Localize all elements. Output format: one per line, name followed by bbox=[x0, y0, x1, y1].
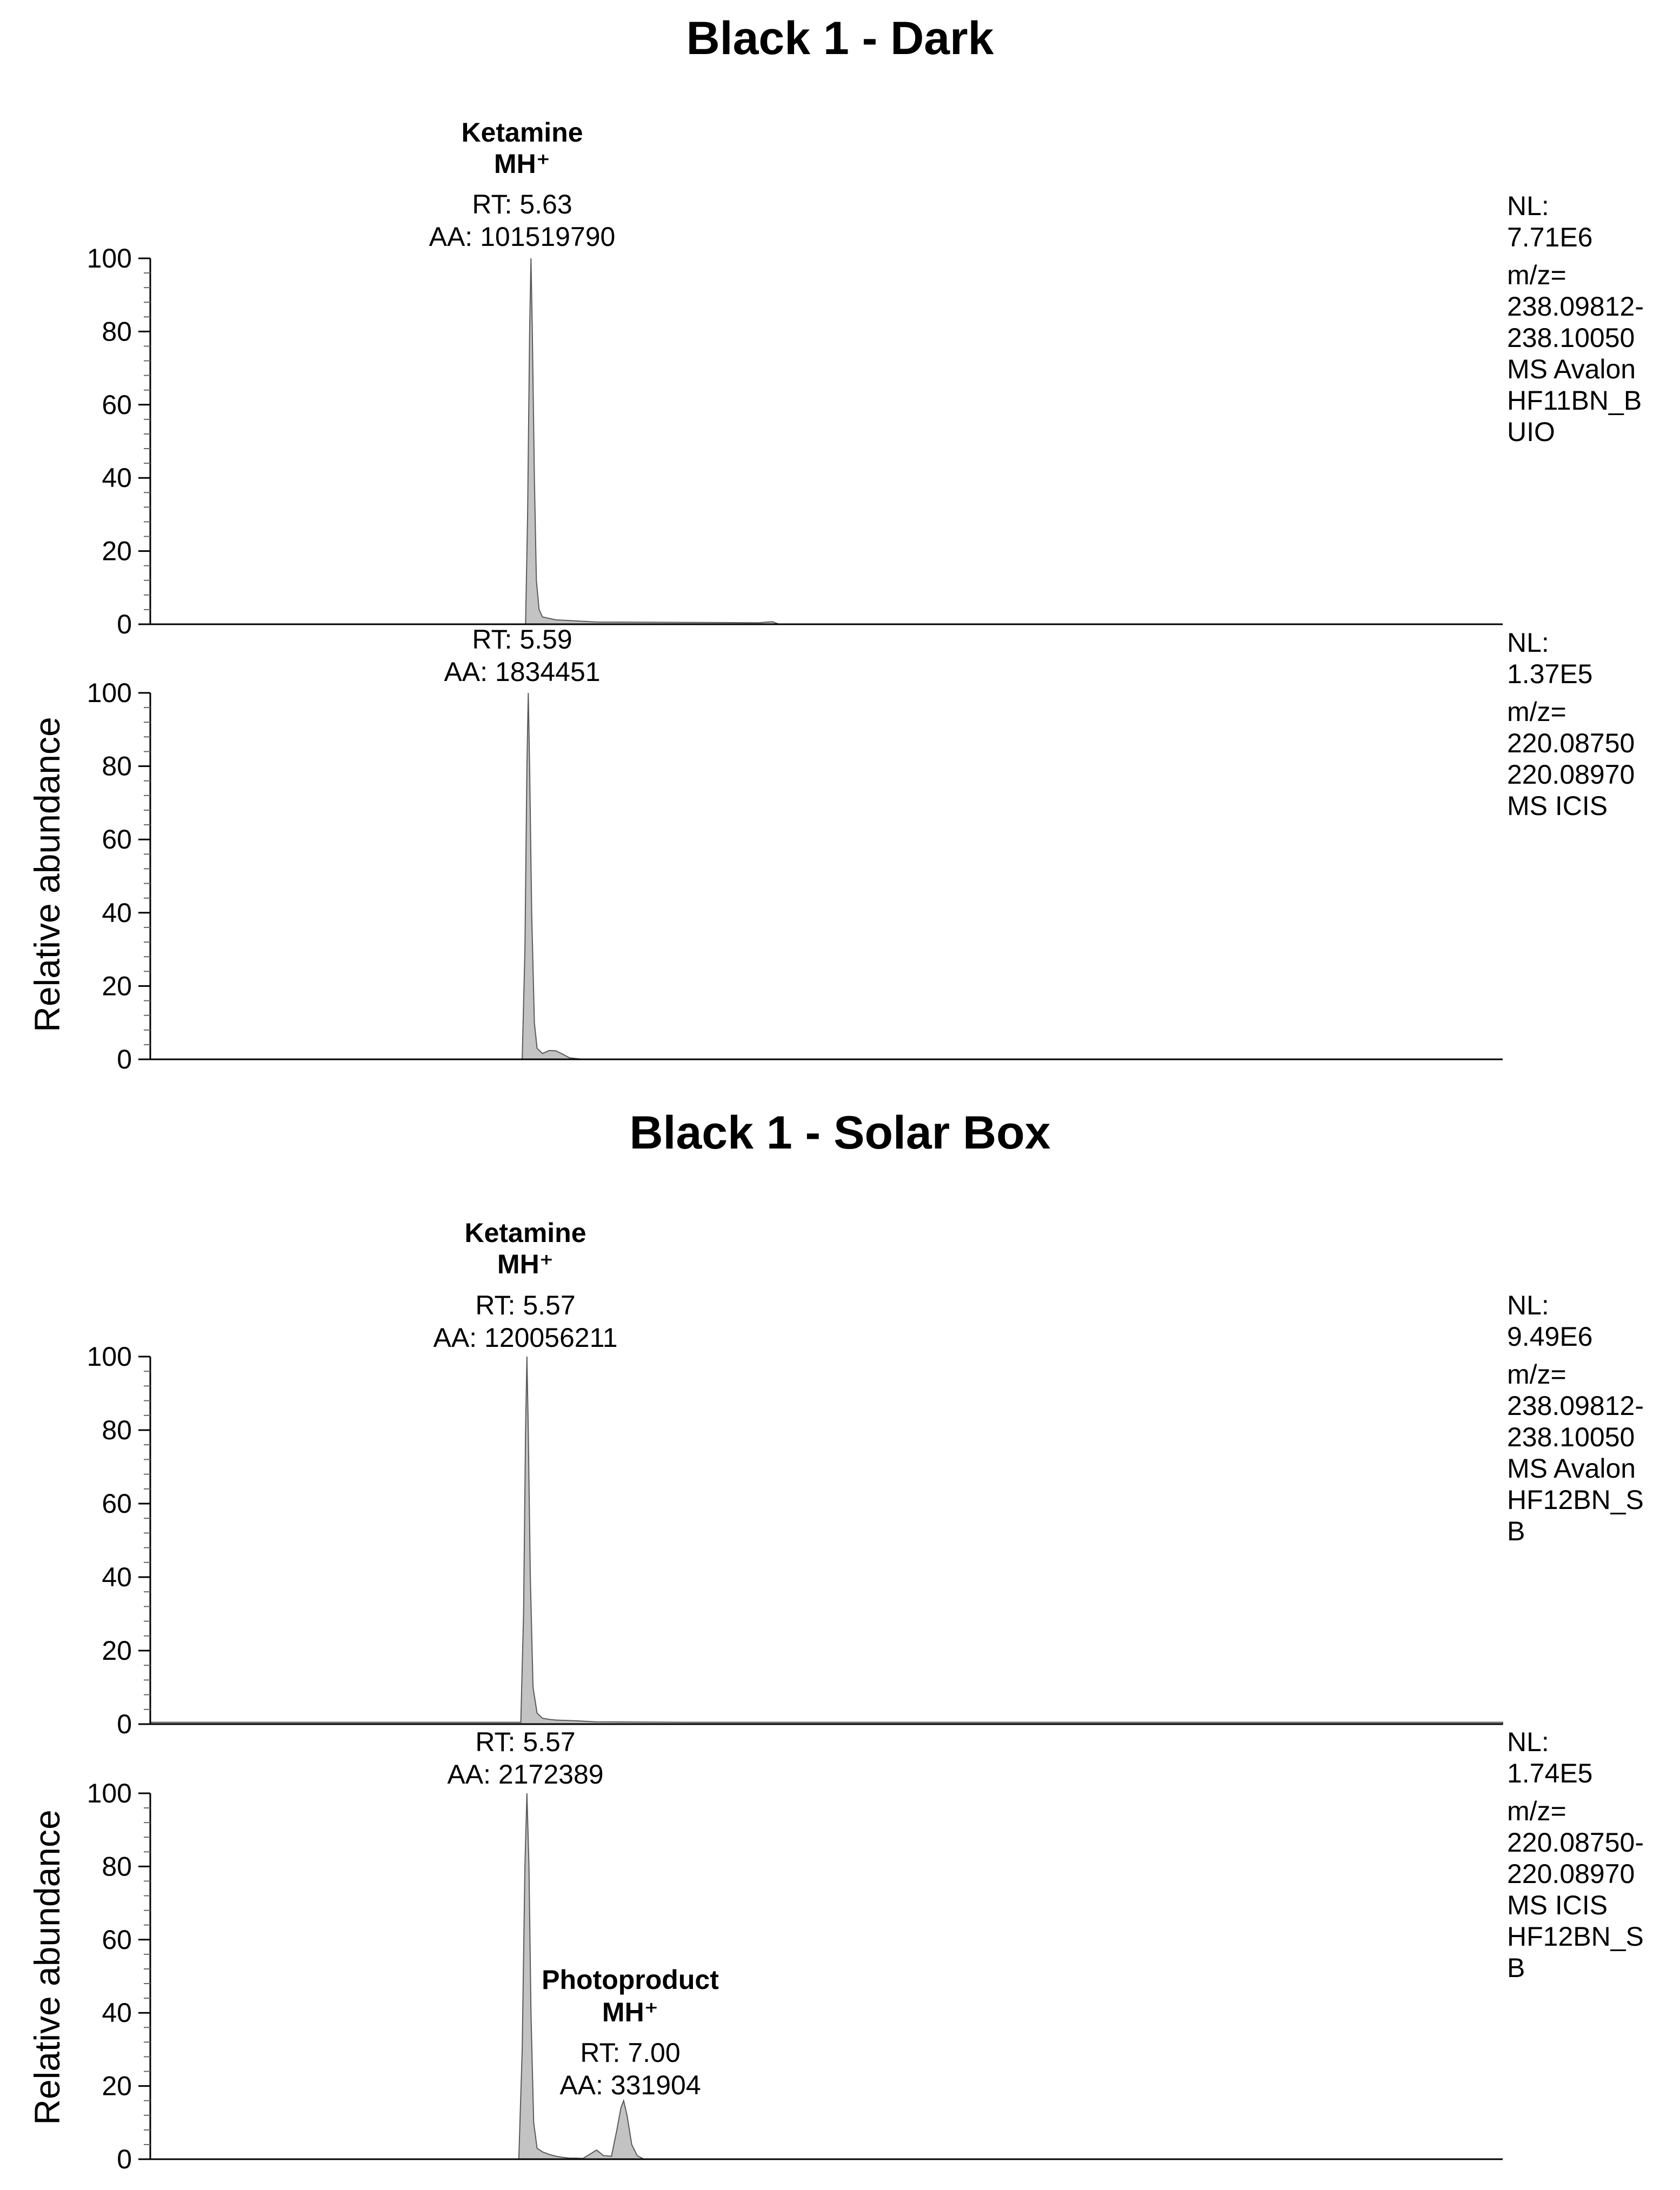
peak-compound-label: Ketamine bbox=[464, 1218, 586, 1248]
peak-area-label: AA: 331904 bbox=[559, 2070, 701, 2100]
scan-info-line: 9.49E6 bbox=[1507, 1321, 1592, 1352]
y-tick-label: 20 bbox=[102, 971, 132, 1001]
chromatogram-trace bbox=[150, 1793, 1503, 2160]
y-tick-label: 80 bbox=[102, 751, 132, 782]
y-tick-label: 40 bbox=[102, 1562, 132, 1592]
scan-info-line: 238.09812- bbox=[1507, 291, 1644, 322]
scan-info-line: 220.08750 bbox=[1507, 728, 1635, 758]
scan-info-line: B bbox=[1507, 1953, 1525, 1983]
scan-info-line: NL: bbox=[1507, 191, 1549, 221]
chromatogram-trace bbox=[150, 692, 1503, 1060]
scan-info-line: m/z= bbox=[1507, 1796, 1566, 1826]
y-tick-label: 80 bbox=[102, 1415, 132, 1445]
y-tick-label: 100 bbox=[87, 243, 132, 273]
peak-ion-label: MH⁺ bbox=[602, 1997, 658, 2027]
peak-ion-label: MH⁺ bbox=[497, 1249, 554, 1279]
peak-rt-label: RT: 5.63 bbox=[472, 189, 572, 219]
peak-rt-label: RT: 5.57 bbox=[475, 1290, 575, 1320]
y-tick-label: 100 bbox=[87, 678, 132, 708]
y-tick-label: 20 bbox=[102, 536, 132, 566]
scan-info-line: HF11BN_B bbox=[1507, 385, 1642, 416]
scan-info-line: MS Avalon bbox=[1507, 1453, 1636, 1484]
y-tick-label: 60 bbox=[102, 1925, 132, 1955]
scan-info-line: NL: bbox=[1507, 1727, 1549, 1757]
y-tick-label: 40 bbox=[102, 463, 132, 493]
scan-info-line: m/z= bbox=[1507, 697, 1566, 727]
y-tick-label: 100 bbox=[87, 1778, 132, 1808]
y-tick-label: 0 bbox=[117, 1709, 132, 1739]
y-tick-label: 40 bbox=[102, 1998, 132, 2028]
group-title: Black 1 - Solar Box bbox=[629, 1107, 1050, 1159]
scan-info-line: 238.10050 bbox=[1507, 1422, 1635, 1452]
scan-info: NL: 1.37E5 m/z= 220.08750 220.08970 MS I… bbox=[1507, 627, 1635, 821]
scan-info-line: 238.09812- bbox=[1507, 1391, 1644, 1421]
chromatogram-panel: 0 20 40 60 80 100 bbox=[87, 678, 1503, 1074]
scan-info-line: m/z= bbox=[1507, 1359, 1566, 1390]
chromatogram-trace bbox=[150, 258, 1503, 625]
scan-info-line: 7.71E6 bbox=[1507, 222, 1592, 252]
y-tick-label: 0 bbox=[117, 2144, 132, 2174]
peak-compound-label: Photoproduct bbox=[542, 1965, 719, 1995]
scan-info-line: 220.08750- bbox=[1507, 1827, 1644, 1858]
scan-info-line: 1.37E5 bbox=[1507, 659, 1592, 689]
y-tick-label: 60 bbox=[102, 824, 132, 854]
chromatogram-trace bbox=[150, 1356, 1503, 1725]
chromatogram-panel: 0 20 40 60 80 100 bbox=[87, 1341, 1503, 1739]
peak-area-label: AA: 101519790 bbox=[429, 222, 616, 252]
scan-info-line: MS Avalon bbox=[1507, 354, 1636, 384]
group-title: Black 1 - Dark bbox=[686, 12, 994, 64]
scan-info-line: HF12BN_S bbox=[1507, 1485, 1644, 1515]
y-tick-label: 80 bbox=[102, 316, 132, 346]
peak-area-label: AA: 1834451 bbox=[444, 657, 600, 687]
peak-ion-label: MH⁺ bbox=[494, 149, 550, 179]
y-tick-label: 40 bbox=[102, 898, 132, 928]
scan-info-line: 220.08970 bbox=[1507, 1859, 1635, 1889]
peak-rt-label: RT: 7.00 bbox=[580, 2038, 680, 2068]
scan-info: NL: 1.74E5 m/z= 220.08750- 220.08970 MS … bbox=[1507, 1727, 1644, 1983]
y-tick-label: 100 bbox=[87, 1341, 132, 1372]
y-tick-label: 0 bbox=[117, 609, 132, 639]
scan-info-line: m/z= bbox=[1507, 260, 1566, 290]
y-tick-label: 0 bbox=[117, 1044, 132, 1074]
chromatogram-panel: 0 20 40 60 80 100 bbox=[87, 1778, 1503, 2174]
peak-area-label: AA: 2172389 bbox=[447, 1759, 603, 1790]
y-axis-title: Relative abundance bbox=[27, 717, 67, 1032]
peak-rt-label: RT: 5.57 bbox=[475, 1727, 575, 1757]
y-tick-label: 80 bbox=[102, 1851, 132, 1881]
scan-info-line: NL: bbox=[1507, 627, 1549, 658]
y-axis-title: Relative abundance bbox=[27, 1810, 67, 2125]
scan-info: NL: 7.71E6 m/z= 238.09812- 238.10050 MS … bbox=[1507, 191, 1644, 447]
scan-info-line: HF12BN_S bbox=[1507, 1921, 1644, 1952]
scan-info-line: MS ICIS bbox=[1507, 791, 1608, 821]
chromatogram-panel: 0 20 40 60 80 100 bbox=[87, 243, 1503, 639]
y-tick-label: 20 bbox=[102, 2071, 132, 2101]
scan-info-line: 238.10050 bbox=[1507, 323, 1635, 353]
scan-info-line: B bbox=[1507, 1516, 1525, 1546]
peak-compound-label: Ketamine bbox=[461, 117, 583, 148]
peak-rt-label: RT: 5.59 bbox=[472, 624, 572, 655]
scan-info-line: 220.08970 bbox=[1507, 759, 1635, 790]
scan-info: NL: 9.49E6 m/z= 238.09812- 238.10050 MS … bbox=[1507, 1290, 1644, 1546]
scan-info-line: NL: bbox=[1507, 1290, 1549, 1320]
y-tick-label: 60 bbox=[102, 1488, 132, 1519]
scan-info-line: MS ICIS bbox=[1507, 1890, 1608, 1920]
scan-info-line: 1.74E5 bbox=[1507, 1758, 1592, 1788]
y-tick-label: 20 bbox=[102, 1635, 132, 1666]
scan-info-line: UIO bbox=[1507, 417, 1555, 447]
peak-area-label: AA: 120056211 bbox=[433, 1323, 617, 1353]
y-tick-label: 60 bbox=[102, 390, 132, 420]
